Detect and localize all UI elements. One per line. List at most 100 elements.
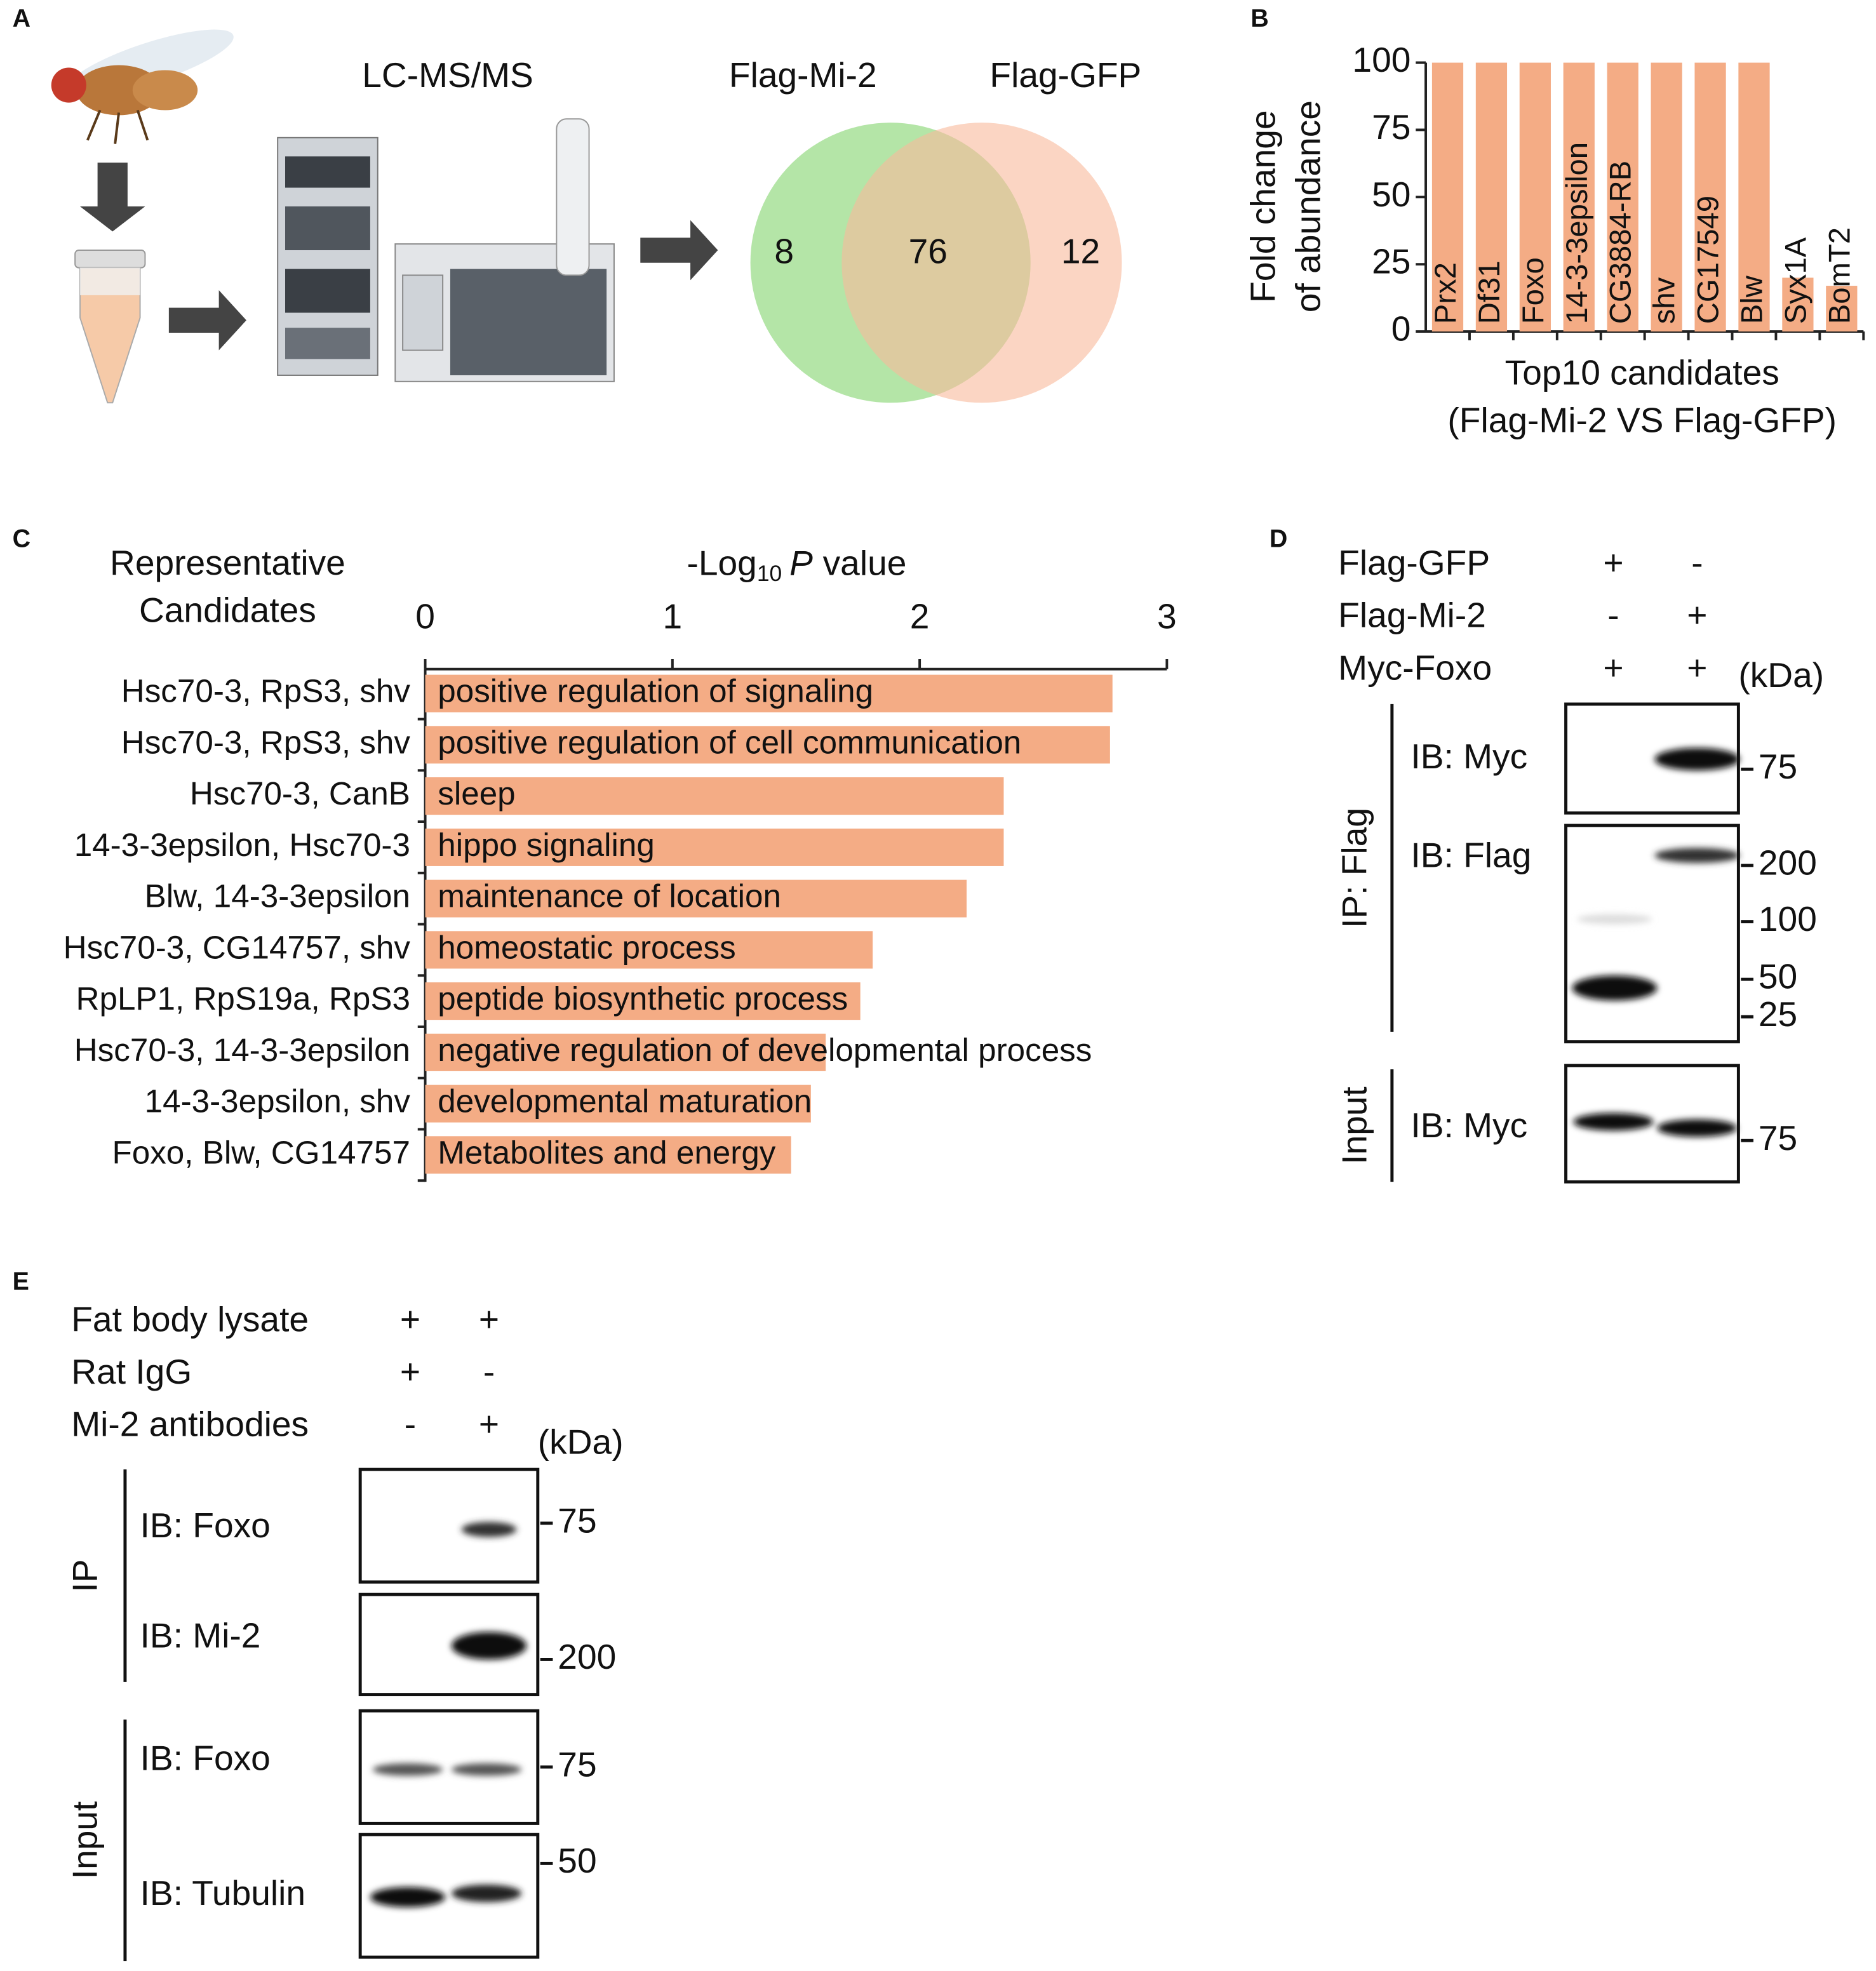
marker-label: 75 xyxy=(1759,1118,1797,1158)
x-tick-label: Foxo xyxy=(1517,257,1550,324)
bar xyxy=(1826,286,1858,332)
lane-sign: + xyxy=(1687,596,1707,635)
x-tick-label: 1 xyxy=(663,597,683,636)
bar xyxy=(1607,62,1638,332)
y-tick-label: Hsc70-3, RpS3, shv xyxy=(121,724,411,760)
panel-label: C xyxy=(13,524,30,552)
marker-label: 100 xyxy=(1759,899,1817,939)
blot-label: IB: Myc xyxy=(1410,1106,1527,1145)
bar xyxy=(425,931,873,969)
y-tick-label: Hsc70-3, 14-3-3epsilon xyxy=(74,1032,410,1068)
blot-label: IB: Flag xyxy=(1410,836,1531,875)
condition-label: Flag-GFP xyxy=(1338,543,1490,582)
x-tick-label: CG17549 xyxy=(1692,196,1725,324)
arrow xyxy=(168,290,246,351)
blot-label: IB: Foxo xyxy=(140,1506,271,1545)
x-axis-label-part: -Log xyxy=(687,543,757,582)
arrow xyxy=(80,163,145,232)
panel-label: A xyxy=(13,4,30,32)
category-header: Candidates xyxy=(139,591,316,630)
bar xyxy=(1694,62,1726,332)
venn-set-label: Flag-GFP xyxy=(989,55,1141,95)
marker-label: 200 xyxy=(1759,843,1817,883)
x-tick-label: 0 xyxy=(415,597,435,636)
bar-term-label: peptide biosynthetic process xyxy=(438,980,848,1017)
unit-label: (kDa) xyxy=(538,1422,624,1461)
venn-count: 12 xyxy=(1061,232,1100,271)
y-axis-label: Fold change xyxy=(1243,110,1283,302)
lane-sign: - xyxy=(483,1352,495,1391)
y-tick-label: RpLP1, RpS19a, RpS3 xyxy=(76,980,410,1017)
lane-sign: - xyxy=(1607,596,1619,635)
lane-sign: - xyxy=(405,1405,416,1444)
x-tick-label: Df31 xyxy=(1473,260,1506,324)
bar xyxy=(1782,277,1814,332)
bar-term-label: developmental maturation xyxy=(438,1083,812,1119)
bar-term-label: maintenance of location xyxy=(438,878,781,914)
lane-sign: + xyxy=(479,1299,499,1339)
x-tick-label: shv xyxy=(1648,277,1682,324)
condition-label: Fat body lysate xyxy=(71,1299,309,1339)
bar xyxy=(1738,62,1770,332)
blot-label: IB: Foxo xyxy=(140,1739,271,1778)
lane-sign: + xyxy=(400,1299,420,1339)
group-label: Input xyxy=(1334,1086,1374,1165)
x-tick-label: 2 xyxy=(910,597,930,636)
lane-sign: - xyxy=(1691,543,1703,582)
x-tick-label: 3 xyxy=(1157,597,1177,636)
tube-illustration xyxy=(74,250,146,404)
marker-label: 75 xyxy=(558,1500,596,1540)
bar xyxy=(425,828,1004,866)
venn-set-label: Flag-Mi-2 xyxy=(729,55,877,95)
x-tick-label: BomT2 xyxy=(1823,227,1856,324)
panel-label: E xyxy=(13,1267,29,1295)
y-tick-label: Hsc70-3, RpS3, shv xyxy=(121,673,411,709)
lcms-illustration xyxy=(277,118,615,382)
bar xyxy=(425,1136,791,1174)
x-axis-label-part: P xyxy=(789,543,813,582)
y-tick-label: 0 xyxy=(1391,309,1411,349)
bar-term-label: negative regulation of developmental pro… xyxy=(438,1032,1092,1068)
blot-frame xyxy=(358,1467,540,1584)
blot-label: IB: Tubulin xyxy=(140,1873,305,1913)
x-tick-label: CG3884-RB xyxy=(1604,161,1638,324)
blot-frame xyxy=(1564,824,1740,1044)
panel-label: B xyxy=(1250,4,1268,32)
bar xyxy=(425,982,861,1020)
blot-bands xyxy=(370,747,1740,1908)
y-tick-label: 75 xyxy=(1372,107,1410,147)
marker-label: 75 xyxy=(558,1744,596,1784)
bar xyxy=(425,879,967,918)
blot-frame xyxy=(358,1833,540,1959)
marker-label: 50 xyxy=(558,1841,596,1880)
marker-label: 75 xyxy=(1759,747,1797,786)
bar xyxy=(425,726,1110,764)
group-label: IP: Flag xyxy=(1334,808,1374,928)
y-tick-label: Blw, 14-3-3epsilon xyxy=(145,878,410,914)
fly-illustration xyxy=(51,29,234,144)
y-tick-label: 14-3-3epsilon, Hsc70-3 xyxy=(74,827,410,863)
venn-circle xyxy=(841,123,1122,403)
bar-term-label: Metabolites and energy xyxy=(438,1134,776,1170)
blot-label: IB: Mi-2 xyxy=(140,1616,261,1655)
y-tick-label: 50 xyxy=(1372,175,1410,214)
y-tick-label: 14-3-3epsilon, shv xyxy=(145,1083,411,1119)
bar xyxy=(1475,62,1508,332)
lane-sign: + xyxy=(1603,543,1623,582)
marker-label: 50 xyxy=(1759,957,1797,996)
bar xyxy=(1651,62,1682,332)
y-tick-label: Foxo, Blw, CG14757 xyxy=(112,1134,410,1170)
lane-sign: + xyxy=(1687,648,1707,687)
panel-label: D xyxy=(1270,524,1287,552)
blot-frame xyxy=(358,1593,540,1697)
bar xyxy=(425,1085,811,1123)
marker-label: 25 xyxy=(1759,994,1797,1034)
bar-term-label: sleep xyxy=(438,775,515,812)
bar xyxy=(425,777,1004,815)
bar-term-label: positive regulation of cell communicatio… xyxy=(438,724,1021,760)
x-axis-label-part: value xyxy=(823,543,907,582)
lane-sign: + xyxy=(1603,648,1623,687)
bar xyxy=(425,1033,826,1071)
